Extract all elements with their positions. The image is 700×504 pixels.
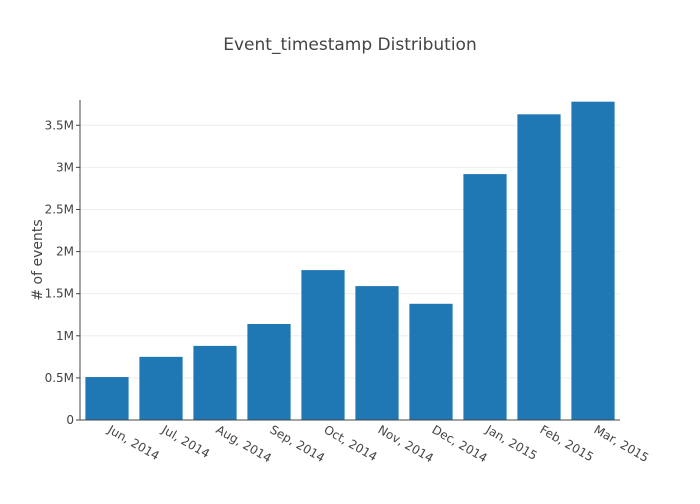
x-tick-label: Mar, 2015 [592,422,652,465]
bar [355,286,399,420]
x-tick-label: Dec, 2014 [430,422,490,465]
bar [301,270,345,420]
x-tick-label: Jan, 2015 [483,422,540,463]
axes [76,100,620,421]
bars [85,101,615,421]
x-tick-label: Jul, 2014 [159,422,212,461]
y-tick-label: 3.5M [45,118,74,132]
bar [517,114,561,420]
bar [409,303,453,420]
bar [193,345,237,420]
y-tick-label: 0 [66,413,74,427]
x-tick-label: Nov, 2014 [376,422,436,465]
x-tick-label: Oct, 2014 [322,422,380,464]
bar [571,101,615,421]
y-tick-label: 2M [56,245,74,259]
y-tick-label: 3M [56,160,74,174]
y-tick-label: 1M [56,329,74,343]
y-tick-label: 0.5M [45,371,74,385]
bar [247,324,291,420]
y-tick-label: 2.5M [45,202,74,216]
x-tick-label: Feb, 2015 [538,422,596,464]
bar [85,377,129,420]
x-tick-label: Jun, 2014 [105,422,162,463]
bar [463,174,507,420]
y-tick-labels: 0 0.5M 1M 1.5M 2M 2.5M 3M 3.5M [45,118,74,427]
y-axis-label: # of events [30,219,46,300]
y-tick-label: 1.5M [45,287,74,301]
x-tick-label: Sep, 2014 [268,422,328,465]
x-tick-label: Aug, 2014 [214,422,274,465]
bar [139,356,183,420]
chart-title: Event_timestamp Distribution [223,35,476,55]
